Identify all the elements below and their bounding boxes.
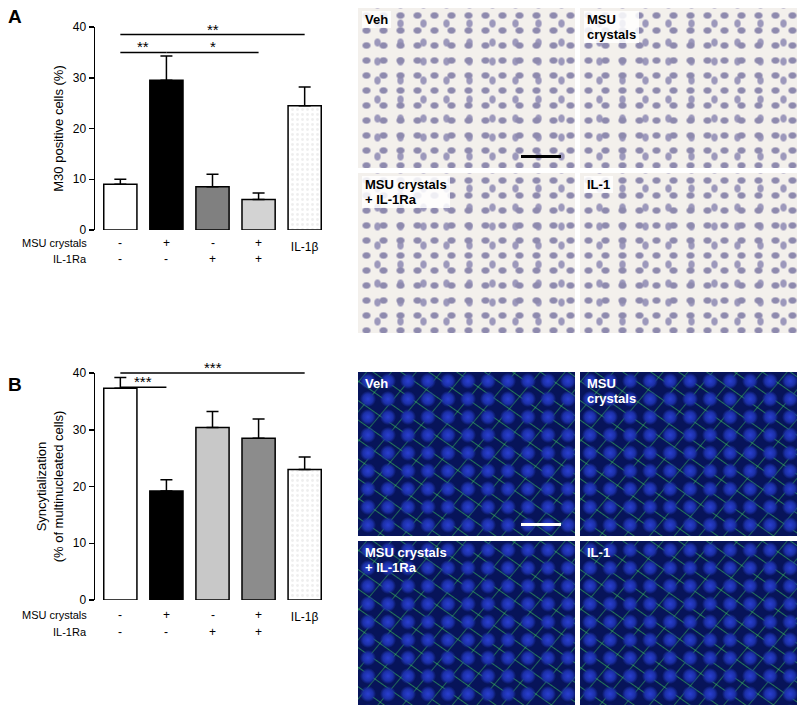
svg-text:+: +: [255, 236, 262, 250]
html-text:IL-1: IL-1: [587, 177, 611, 192]
svg-text:Syncytialization(% of multinuc: Syncytialization(% of multinucleated cel…: [34, 411, 66, 563]
svg-text:0: 0: [79, 223, 86, 237]
svg-text:30: 30: [73, 423, 87, 437]
svg-text:IL-1β: IL-1β: [291, 610, 319, 624]
svg-text:MSU crystals: MSU crystals: [22, 237, 87, 249]
svg-text:30: 30: [73, 71, 87, 85]
svg-text:**: **: [207, 21, 219, 38]
svg-text:-: -: [211, 236, 215, 250]
svg-text:B: B: [8, 374, 22, 395]
svg-text:0: 0: [79, 593, 86, 607]
svg-text:***: ***: [134, 373, 152, 390]
html-text:MSU crystals: MSU crystals: [587, 12, 637, 42]
svg-text:+: +: [163, 236, 170, 250]
svg-text:40: 40: [73, 366, 87, 380]
svg-text:+: +: [209, 625, 216, 639]
html-text:MSU crystals + IL-1Ra: MSU crystals + IL-1Ra: [365, 177, 447, 207]
svg-text:-: -: [118, 608, 122, 622]
svg-text:+: +: [255, 625, 262, 639]
html-text:Veh: Veh: [365, 12, 389, 27]
svg-text:-: -: [118, 236, 122, 250]
svg-text:20: 20: [73, 122, 87, 136]
svg-text:-: -: [118, 252, 122, 266]
svg-text:A: A: [8, 6, 22, 27]
svg-text:10: 10: [73, 172, 87, 186]
svg-text:**: **: [137, 38, 149, 55]
svg-text:10: 10: [73, 536, 87, 550]
html-text:MSU crystals: MSU crystals: [587, 376, 637, 406]
svg-text:-: -: [164, 252, 168, 266]
html-text:Veh: Veh: [365, 376, 389, 391]
svg-text:IL-1β: IL-1β: [291, 240, 319, 254]
svg-text:+: +: [163, 608, 170, 622]
svg-text:M30 positive cells (%): M30 positive cells (%): [51, 65, 66, 191]
svg-text:IL-1Ra: IL-1Ra: [53, 626, 87, 638]
svg-text:40: 40: [73, 20, 87, 34]
svg-text:-: -: [211, 608, 215, 622]
svg-text:+: +: [255, 252, 262, 266]
svg-text:MSU crystals: MSU crystals: [22, 609, 87, 621]
html-text:MSU crystals + IL-1Ra: MSU crystals + IL-1Ra: [365, 545, 447, 575]
html-text:IL-1: IL-1: [587, 545, 611, 560]
svg-text:+: +: [209, 252, 216, 266]
svg-text:+: +: [255, 608, 262, 622]
svg-text:***: ***: [204, 359, 222, 376]
svg-text:*: *: [210, 38, 216, 55]
svg-text:20: 20: [73, 480, 87, 494]
svg-text:-: -: [164, 625, 168, 639]
svg-text:IL-1Ra: IL-1Ra: [53, 253, 87, 265]
svg-text:-: -: [118, 625, 122, 639]
